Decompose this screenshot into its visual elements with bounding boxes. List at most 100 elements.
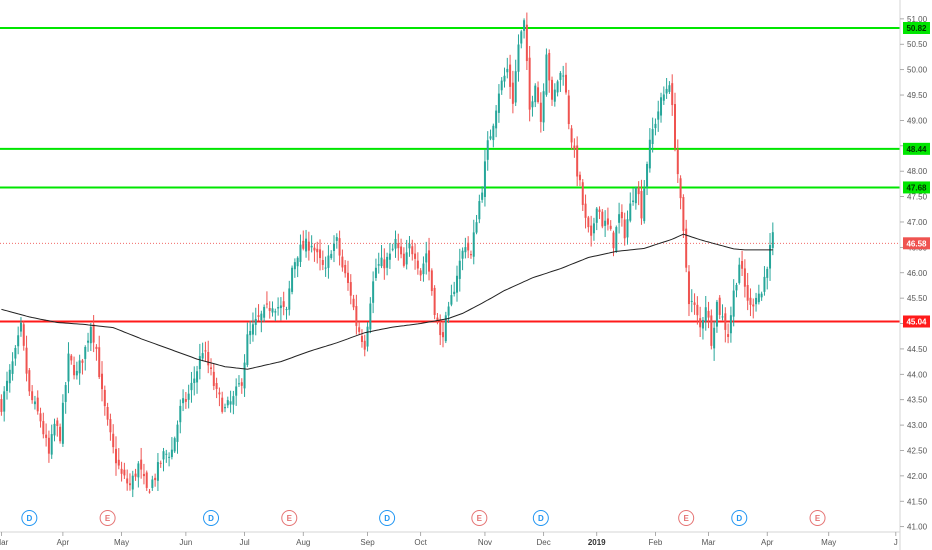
candle-body: [528, 57, 531, 110]
candle-body: [182, 398, 185, 404]
candle-body: [235, 386, 238, 396]
time-tick-label: Jun: [179, 538, 192, 547]
candle-body: [254, 318, 257, 325]
candle-body: [327, 255, 330, 268]
candle-body: [75, 370, 78, 376]
dividend-badge: [731, 510, 748, 526]
candle-body: [718, 297, 721, 315]
price-tick-label: 41.50: [907, 497, 928, 506]
dividend-badge-label: D: [736, 514, 742, 523]
candle-body: [629, 203, 632, 221]
candle-body: [461, 250, 464, 259]
candle-body: [506, 68, 509, 73]
candle-body: [196, 371, 199, 383]
candle-body: [453, 291, 456, 294]
time-tick-label: Feb: [649, 538, 663, 547]
candle-body: [251, 324, 254, 335]
candle-body: [265, 303, 268, 305]
candle-body: [319, 249, 322, 259]
candle-body: [517, 44, 520, 72]
candle-body: [433, 287, 436, 316]
candle-body: [755, 297, 758, 305]
candle-body: [112, 433, 115, 448]
candle-body: [369, 303, 372, 330]
candle-body: [455, 275, 458, 293]
candle-body: [414, 253, 417, 259]
candle-body: [17, 335, 20, 347]
candle-body: [676, 149, 679, 175]
candle-body: [179, 405, 182, 423]
candle-body: [727, 334, 730, 337]
candle-body: [514, 71, 517, 103]
candle-body: [310, 245, 313, 248]
candle-body: [732, 290, 735, 317]
candle-body: [218, 392, 221, 395]
candle-body: [59, 426, 62, 442]
candle-body: [509, 64, 512, 87]
earnings-badge: [281, 510, 298, 526]
candle-body: [481, 192, 484, 200]
candle-body: [553, 89, 556, 102]
candle-body: [19, 322, 22, 332]
candle-body: [735, 284, 738, 291]
time-axis[interactable]: Mar Apr May Jun Jul Aug Sep Oct Nov Dec 2019 Feb Mar…: [0, 532, 898, 547]
candle-body: [654, 123, 657, 129]
candle-body: [84, 346, 87, 359]
candle-body: [126, 478, 129, 484]
candle-body: [349, 282, 352, 296]
candle-body: [246, 334, 249, 365]
candle-body: [701, 320, 704, 329]
moving-average-line: [1, 233, 773, 370]
candle-body: [159, 462, 162, 464]
price-tick-label: 48.00: [907, 167, 928, 176]
candles: [0, 12, 774, 498]
candle-body: [45, 434, 48, 438]
time-tick-label: Aug: [296, 538, 310, 547]
candle-body: [469, 254, 472, 256]
candle-body: [402, 253, 405, 266]
candle-body: [704, 307, 707, 322]
level-price-label: 48.44: [906, 145, 927, 154]
candle-body: [668, 85, 671, 92]
candle-body: [674, 104, 676, 149]
candle-body: [53, 423, 56, 436]
candle-body: [372, 281, 375, 303]
candle-body: [36, 397, 39, 412]
candle-body: [291, 267, 294, 292]
candle-body: [634, 188, 637, 204]
candle-body: [693, 302, 696, 305]
candle-body: [338, 238, 341, 256]
candle-body: [42, 421, 45, 435]
candle-body: [632, 200, 635, 202]
level-price-label: 50.82: [906, 24, 927, 33]
candle-body: [660, 97, 663, 116]
candle-body: [564, 74, 567, 93]
candle-body: [190, 382, 193, 391]
candle-body: [341, 256, 344, 268]
candle-body: [450, 295, 453, 305]
candle-body: [14, 347, 17, 359]
candle-body: [749, 297, 752, 305]
earnings-badge-label: E: [287, 514, 293, 523]
time-tick-label: Sep: [360, 538, 375, 547]
candle-body: [570, 128, 573, 143]
candle-body: [109, 419, 112, 433]
candle-body: [643, 188, 646, 222]
candle-body: [98, 347, 101, 378]
candle-body: [444, 315, 447, 342]
candle-body: [282, 301, 285, 307]
candle-body: [274, 311, 277, 313]
candle-body: [760, 293, 763, 298]
candle-body: [464, 247, 467, 253]
candle-body: [562, 75, 565, 77]
candle-body: [592, 223, 595, 234]
level-price-badge: [903, 315, 930, 328]
candle-body: [212, 371, 215, 386]
candle-body: [483, 161, 486, 197]
candle-body: [584, 203, 587, 218]
candle-body: [746, 285, 749, 301]
time-tick-label: May: [821, 538, 836, 547]
candle-body: [232, 396, 235, 405]
candle-body: [240, 382, 243, 386]
candle-body: [81, 360, 84, 363]
